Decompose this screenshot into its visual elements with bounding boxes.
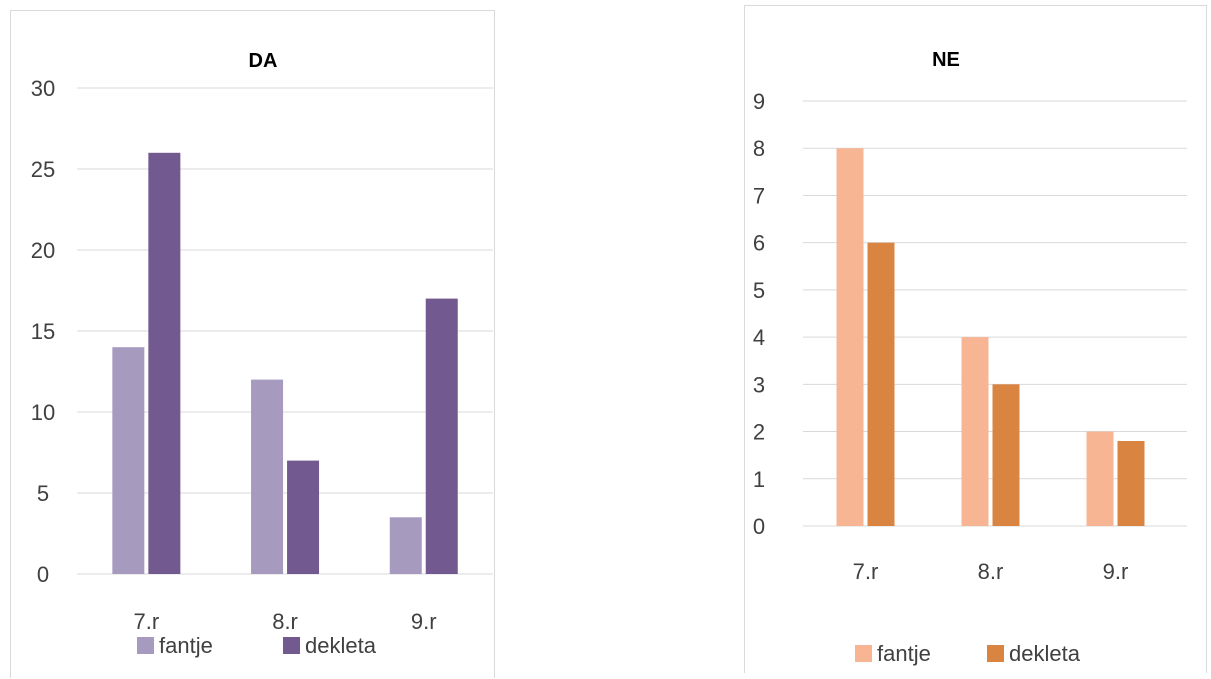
y-tick-label: 10 <box>31 400 55 425</box>
legend-label: dekleta <box>1009 641 1081 666</box>
bar-fantje-8.r <box>961 337 989 526</box>
y-tick-label: 30 <box>31 76 55 101</box>
bar-dekleta-9.r <box>425 298 458 574</box>
y-tick-label: 15 <box>31 319 55 344</box>
y-tick-label: 2 <box>753 420 765 445</box>
y-tick-label: 1 <box>753 467 765 492</box>
legend-swatch <box>137 637 154 654</box>
y-tick-label: 7 <box>753 183 765 208</box>
y-tick-label: 9 <box>753 89 765 114</box>
bar-fantje-7.r <box>836 148 864 526</box>
chart-da: DA 0 5 10 15 20 25 30 7.r 8.r 9.r fantje dekleta <box>10 10 495 678</box>
x-tick-label: 8.r <box>978 559 1004 584</box>
legend-label: dekleta <box>305 633 377 658</box>
legend-swatch <box>283 637 300 654</box>
bar-fantje-9.r <box>1086 431 1114 526</box>
x-tick-label: 7.r <box>853 559 879 584</box>
chart-title: DA <box>249 50 278 72</box>
bar-dekleta-7.r <box>867 242 895 526</box>
legend-label: fantje <box>159 633 213 658</box>
y-tick-label: 0 <box>753 514 765 539</box>
bar-dekleta-8.r <box>287 460 320 574</box>
y-tick-label: 5 <box>37 481 49 506</box>
bar-fantje-9.r <box>389 517 422 574</box>
y-tick-label: 4 <box>753 325 765 350</box>
y-tick-label: 0 <box>37 562 49 587</box>
x-tick-label: 9.r <box>1103 559 1129 584</box>
y-tick-label: 8 <box>753 136 765 161</box>
chart-ne-svg: NE 0 1 2 3 4 5 6 7 8 9 7.r 8.r 9.r fantje dekleta <box>753 49 1187 666</box>
chart-title: NE <box>932 49 960 71</box>
bar-dekleta-7.r <box>148 152 181 575</box>
y-tick-label: 25 <box>31 157 55 182</box>
legend-label: fantje <box>877 641 931 666</box>
x-tick-label: 7.r <box>134 609 160 634</box>
bar-fantje-8.r <box>251 379 284 574</box>
chart-da-svg: DA 0 5 10 15 20 25 30 7.r 8.r 9.r fantje dekleta <box>31 50 493 658</box>
bar-dekleta-8.r <box>992 384 1020 526</box>
legend-swatch <box>855 645 872 662</box>
legend-swatch <box>987 645 1004 662</box>
bar-fantje-7.r <box>112 347 145 574</box>
y-tick-label: 5 <box>753 278 765 303</box>
y-tick-label: 20 <box>31 238 55 263</box>
x-tick-label: 9.r <box>411 609 437 634</box>
chart-ne: NE 0 1 2 3 4 5 6 7 8 9 7.r 8.r 9.r fantje dekleta <box>744 5 1207 673</box>
x-tick-label: 8.r <box>272 609 298 634</box>
y-tick-label: 6 <box>753 231 765 256</box>
y-tick-label: 3 <box>753 372 765 397</box>
bar-dekleta-9.r <box>1117 441 1145 526</box>
